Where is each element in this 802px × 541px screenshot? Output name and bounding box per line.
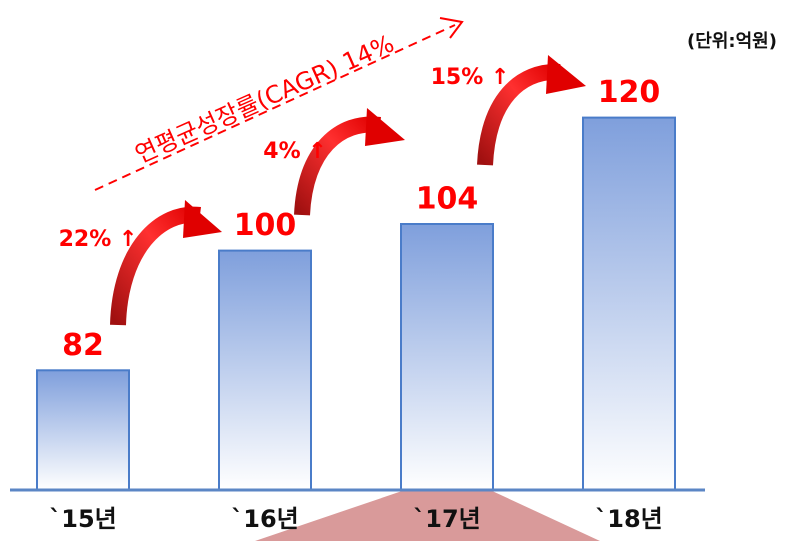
arrow-head	[183, 200, 222, 238]
bar	[400, 223, 494, 491]
growth-label: 22% ↑	[59, 227, 138, 252]
x-tick-label: `15년	[49, 505, 116, 533]
value-label: 120	[598, 75, 661, 110]
highlight-trapezoid	[255, 490, 600, 541]
growth-arrow	[477, 63, 561, 166]
bar	[36, 369, 130, 491]
bar	[218, 249, 312, 491]
x-tick-label: `16년	[231, 505, 298, 533]
value-label: 82	[62, 328, 104, 363]
arrow-head	[365, 108, 405, 146]
cagr-line	[94, 24, 456, 191]
value-label: 104	[416, 182, 479, 217]
unit-label: (단위:억원)	[687, 31, 777, 52]
x-tick-label: `17년	[413, 505, 480, 533]
value-label: 100	[234, 208, 297, 243]
x-tick-label: `18년	[595, 505, 662, 533]
cagr-arrow-head	[439, 17, 464, 39]
arrow-head	[546, 55, 586, 94]
growth-label: 4% ↑	[263, 139, 326, 164]
growth-label: 15% ↑	[431, 65, 510, 90]
arrows	[110, 55, 586, 326]
bar	[582, 116, 676, 491]
